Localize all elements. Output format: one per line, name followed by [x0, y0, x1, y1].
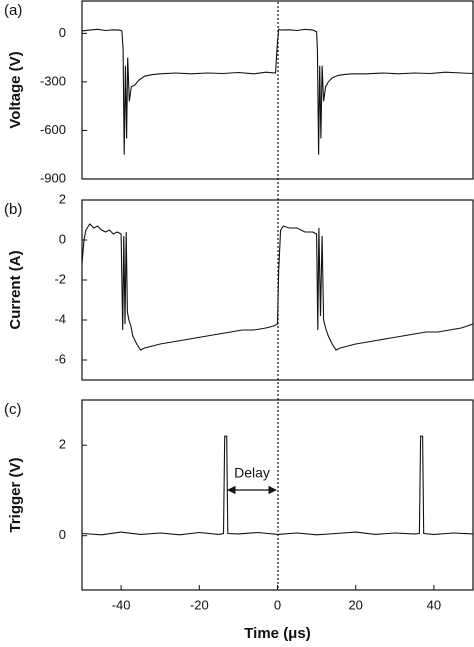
- y-tick-label: 2: [59, 437, 66, 452]
- data-line: [81, 223, 474, 351]
- y-axis-title: Trigger (V): [7, 457, 24, 532]
- y-tick-label: -2: [54, 271, 66, 286]
- y-tick-label: 0: [59, 231, 66, 246]
- annotation: Delay: [234, 465, 270, 481]
- y-tick-label: -300: [40, 73, 66, 88]
- y-tick-label: 0: [59, 25, 66, 40]
- plot-frame: [81, 0, 474, 180]
- panel-label: (a): [4, 2, 22, 19]
- x-tick-label: 40: [427, 597, 441, 612]
- y-axis-title: Current (A): [7, 250, 24, 329]
- y-axis-title: Voltage (V): [7, 51, 24, 128]
- y-tick-label: -4: [54, 311, 66, 326]
- panel-label: (c): [4, 401, 22, 418]
- data-line: [81, 435, 474, 536]
- panel-label: (b): [4, 201, 22, 218]
- y-tick-label: -600: [40, 122, 66, 137]
- x-tick-label: -20: [190, 597, 209, 612]
- x-tick-label: 20: [348, 597, 362, 612]
- y-tick-label: 0: [59, 527, 66, 542]
- plot-frame: [81, 199, 474, 381]
- y-tick-label: -900: [40, 170, 66, 185]
- x-axis-title: Time (μs): [244, 625, 310, 642]
- data-line: [81, 28, 474, 155]
- x-tick-label: -40: [112, 597, 131, 612]
- y-tick-label: -6: [54, 351, 66, 366]
- y-tick-label: 2: [59, 191, 66, 206]
- x-tick-label: 0: [274, 597, 281, 612]
